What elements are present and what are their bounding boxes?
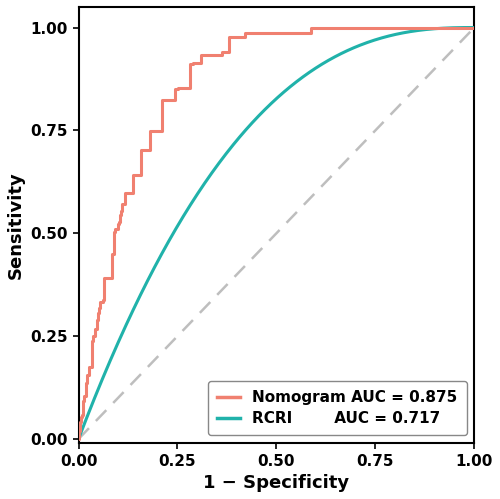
Y-axis label: Sensitivity: Sensitivity	[7, 171, 25, 279]
X-axis label: 1 − Specificity: 1 − Specificity	[204, 474, 350, 492]
Legend: Nomogram AUC = 0.875, RCRI        AUC = 0.717: Nomogram AUC = 0.875, RCRI AUC = 0.717	[208, 381, 467, 436]
